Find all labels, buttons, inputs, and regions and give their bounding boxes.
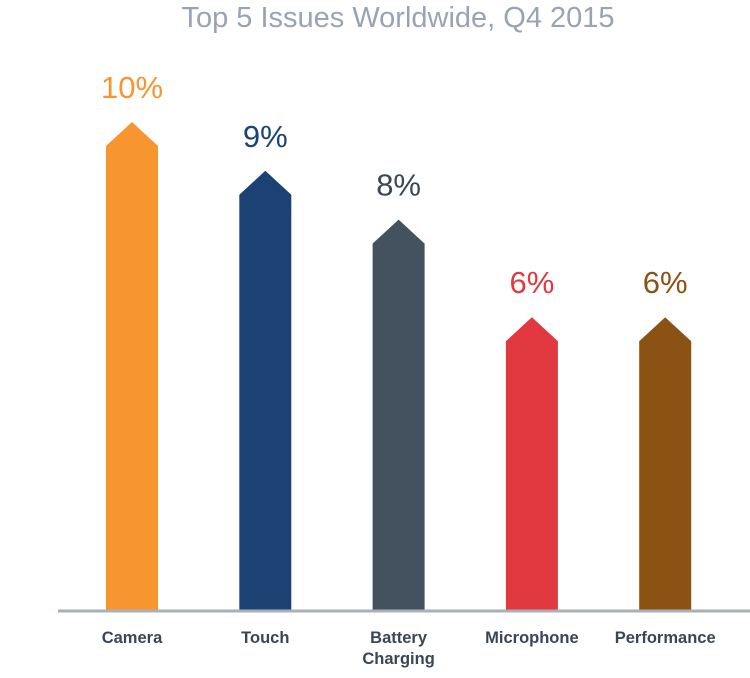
bar-camera: [106, 122, 158, 610]
category-label: Charging: [362, 650, 434, 668]
bar-battery-charging: [372, 219, 425, 610]
chart-title: Top 5 Issues Worldwide, Q4 2015: [181, 2, 615, 34]
category-label: Performance: [615, 629, 716, 647]
value-label: 6%: [643, 265, 688, 300]
category-label: Battery: [370, 629, 428, 647]
bar-microphone: [505, 317, 558, 610]
category-label: Touch: [241, 629, 289, 647]
value-label: 6%: [509, 265, 554, 300]
value-label: 10%: [101, 70, 163, 105]
category-label: Camera: [102, 629, 163, 647]
category-label: Microphone: [485, 629, 579, 647]
value-label: 9%: [243, 119, 288, 154]
bar-performance: [639, 317, 692, 610]
bar-touch: [239, 170, 292, 611]
value-label: 8%: [376, 168, 421, 203]
